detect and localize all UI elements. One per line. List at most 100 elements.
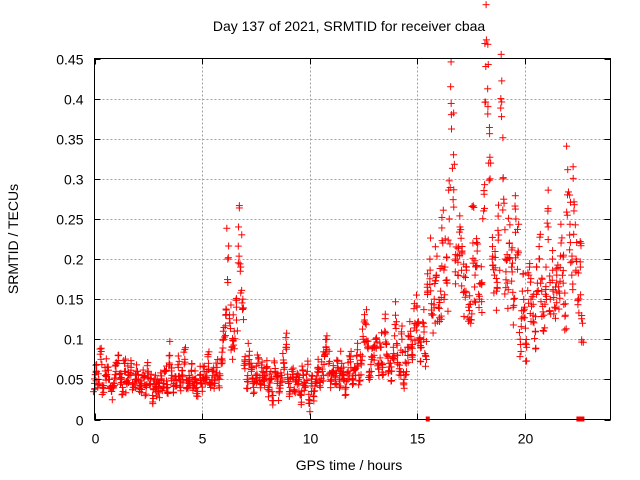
data-point [577, 291, 585, 299]
data-point [497, 50, 505, 58]
data-point [167, 374, 175, 382]
data-point [200, 362, 208, 370]
data-point [361, 316, 369, 324]
data-point [332, 374, 340, 382]
data-point [188, 360, 196, 368]
data-point [341, 391, 349, 399]
data-point [338, 359, 346, 367]
data-point [522, 339, 530, 347]
data-point [490, 271, 498, 279]
data-point [222, 305, 230, 313]
data-point [390, 352, 398, 360]
data-point [431, 243, 439, 251]
data-point [470, 297, 478, 305]
data-point [97, 348, 105, 356]
data-point [345, 352, 353, 360]
data-point [559, 267, 567, 275]
y-tick-label: 0.3 [64, 172, 84, 188]
data-point [379, 361, 387, 369]
y-tick-label: 0.4 [64, 92, 84, 108]
data-point [438, 262, 446, 270]
data-point [537, 279, 545, 287]
data-point [568, 271, 576, 279]
data-point [340, 363, 348, 371]
data-point [276, 384, 284, 392]
data-point [530, 319, 538, 327]
data-point [159, 383, 167, 391]
data-point [543, 219, 551, 227]
data-point [514, 249, 522, 257]
data-point [477, 263, 485, 271]
data-point [295, 374, 303, 382]
data-point [108, 396, 116, 404]
data-point [560, 300, 568, 308]
data-point [538, 274, 546, 282]
data-point [261, 381, 269, 389]
data-point [157, 375, 165, 383]
data-point [566, 246, 574, 254]
data-point [389, 354, 397, 362]
data-point [536, 230, 544, 238]
data-point [239, 295, 247, 303]
data-point [250, 388, 258, 396]
data-point [367, 360, 375, 368]
data-point [298, 362, 306, 370]
data-point [561, 312, 569, 320]
data-point [566, 191, 574, 199]
data-point [362, 321, 370, 329]
data-point [231, 335, 239, 343]
data-point [548, 276, 556, 284]
data-point [401, 371, 409, 379]
data-point [309, 392, 317, 400]
data-point [505, 214, 513, 222]
data-point [339, 370, 347, 378]
data-point [579, 319, 587, 327]
data-point [362, 306, 370, 314]
data-point [499, 206, 507, 214]
data-point [550, 293, 558, 301]
data-point [533, 263, 541, 271]
data-point [306, 408, 314, 416]
data-point [519, 270, 527, 278]
data-point [444, 307, 452, 315]
data-point [398, 335, 406, 343]
data-point [501, 226, 509, 234]
data-point [180, 360, 188, 368]
data-point [392, 298, 400, 306]
data-point [570, 230, 578, 238]
data-point [92, 361, 100, 369]
data-point [497, 95, 505, 103]
data-point [279, 350, 287, 358]
data-point [478, 281, 486, 289]
data-point [209, 367, 217, 375]
data-point [561, 326, 569, 334]
data-point [378, 368, 386, 376]
data-point [310, 397, 318, 405]
data-point [426, 255, 434, 263]
data-points [89, 1, 587, 416]
data-point [566, 231, 574, 239]
data-point [103, 371, 111, 379]
data-point [563, 142, 571, 150]
data-point [557, 220, 565, 228]
data-point [544, 236, 552, 244]
data-point [531, 335, 539, 343]
data-point [509, 321, 517, 329]
data-point [120, 357, 128, 365]
data-point [349, 381, 357, 389]
data-point [201, 374, 209, 382]
data-point [427, 287, 435, 295]
data-point [471, 271, 479, 279]
data-point [302, 382, 310, 390]
data-point [133, 361, 141, 369]
data-point [466, 292, 474, 300]
data-point [100, 388, 108, 396]
y-tick-label: 0.1 [64, 332, 84, 348]
data-point [127, 369, 135, 377]
data-point [244, 385, 252, 393]
data-point [444, 236, 452, 244]
data-point [121, 355, 129, 363]
y-tick-label: 0.45 [56, 52, 83, 68]
data-point [176, 382, 184, 390]
data-point [239, 306, 247, 314]
